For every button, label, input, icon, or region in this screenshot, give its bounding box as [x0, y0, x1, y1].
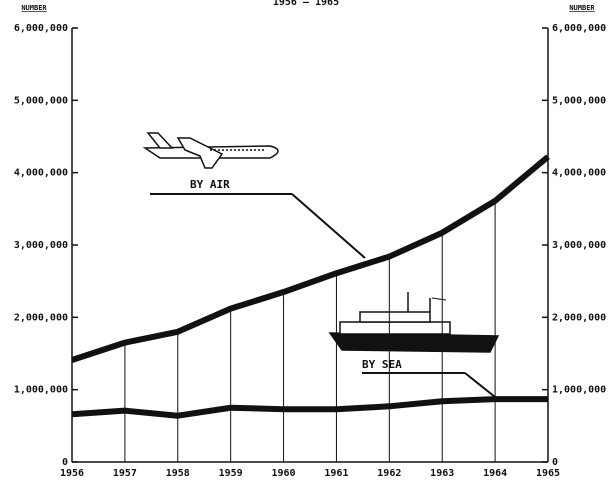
y2-tick-label: 6,000,000 [552, 23, 606, 34]
y2-tick-label: 1,000,000 [552, 385, 606, 396]
series-label: BY SEA [362, 358, 402, 371]
y2-axis-label: NUMBER [569, 4, 595, 12]
y-tick-label: 5,000,000 [14, 95, 68, 106]
x-tick-label: 1965 [536, 468, 560, 479]
x-tick-label: 1956 [60, 468, 84, 479]
leader-line [464, 372, 496, 398]
leader-line [291, 193, 366, 259]
y-tick-label: 0 [62, 457, 68, 468]
series-line [71, 154, 550, 363]
ship-illustration [328, 292, 500, 353]
y-tick-label: 3,000,000 [14, 240, 68, 251]
x-tick-label: 1958 [166, 468, 190, 479]
y-tick-label: 4,000,000 [14, 168, 68, 179]
x-tick-label: 1962 [377, 468, 401, 479]
y-tick-label: 2,000,000 [14, 312, 68, 323]
y2-tick-label: 4,000,000 [552, 168, 606, 179]
airplane-illustration [142, 132, 279, 169]
series-line [71, 396, 548, 419]
x-tick-label: 1957 [113, 468, 137, 479]
y-tick-label: 6,000,000 [14, 23, 68, 34]
y-tick-label: 1,000,000 [14, 385, 68, 396]
y2-tick-label: 2,000,000 [552, 312, 606, 323]
y2-tick-label: 5,000,000 [552, 95, 606, 106]
series-label: BY AIR [190, 178, 230, 191]
y2-tick-label: 0 [552, 457, 558, 468]
y2-tick-label: 3,000,000 [552, 240, 606, 251]
x-tick-label: 1960 [272, 468, 296, 479]
x-tick-label: 1964 [483, 468, 507, 479]
y-axis-label: NUMBER [21, 4, 47, 12]
x-tick-label: 1961 [324, 468, 348, 479]
x-tick-label: 1963 [430, 468, 454, 479]
chart-subtitle: 1956 — 1965 [273, 0, 339, 8]
x-tick-label: 1959 [219, 468, 243, 479]
